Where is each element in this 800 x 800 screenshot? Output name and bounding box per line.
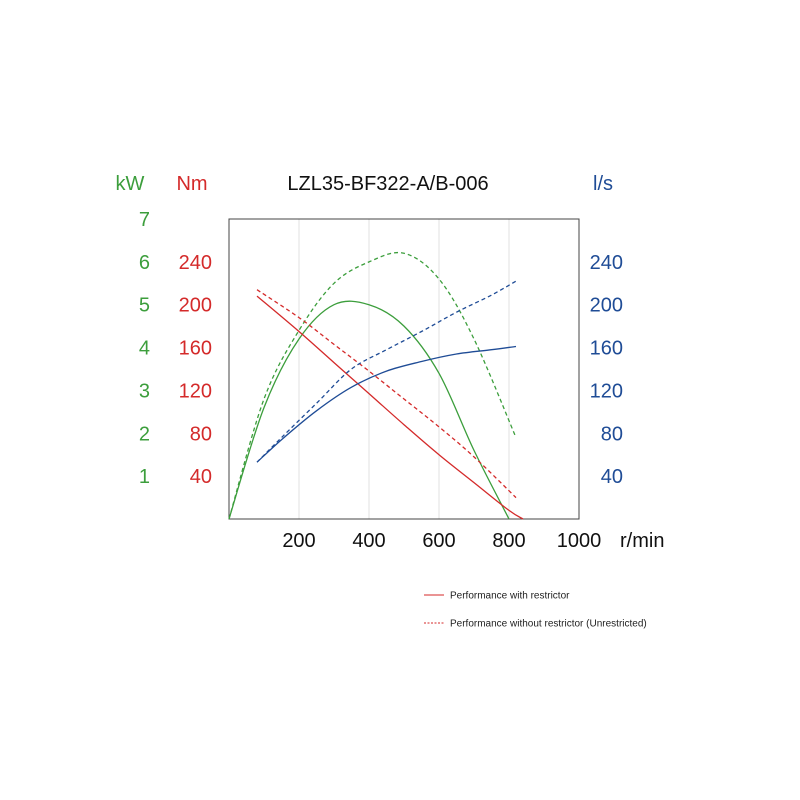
x-tick-label: 200 <box>282 530 315 552</box>
flow-tick-label: 120 <box>590 380 623 402</box>
torque-axis-unit: Nm <box>176 173 207 195</box>
x-tick-label: 600 <box>422 530 455 552</box>
x-axis-unit: r/min <box>620 530 664 552</box>
series-layer <box>228 251 524 520</box>
legend-label: Performance without restrictor (Unrestri… <box>450 619 647 630</box>
flow-solid-line <box>256 345 517 463</box>
power-tick-label: 7 <box>139 209 150 231</box>
power-tick-label: 3 <box>139 380 150 402</box>
grid-lines <box>298 219 510 519</box>
power-axis-unit: kW <box>116 173 145 195</box>
power-tick-label: 5 <box>139 295 150 317</box>
flow-tick-label: 80 <box>601 423 623 445</box>
torque-tick-label: 40 <box>190 466 212 488</box>
legend-label: Performance with restrictor <box>450 591 570 602</box>
power-tick-label: 6 <box>139 252 150 274</box>
torque-tick-label: 120 <box>179 380 212 402</box>
torque-tick-label: 80 <box>190 423 212 445</box>
flow-tick-label: 40 <box>601 466 623 488</box>
power-tick-label: 1 <box>139 466 150 488</box>
torque-tick-label: 160 <box>179 338 212 360</box>
torque-tick-label: 200 <box>179 295 212 317</box>
chart-title: LZL35-BF322-A/B-006 <box>287 173 488 195</box>
flow-tick-label: 240 <box>590 252 623 274</box>
torque-solid-line <box>256 295 524 520</box>
legend: Performance with restrictor Performance w… <box>424 591 647 630</box>
x-tick-label: 1000 <box>557 530 602 552</box>
x-tick-label: 400 <box>352 530 385 552</box>
power-tick-label: 2 <box>139 423 150 445</box>
torque-tick-label: 240 <box>179 252 212 274</box>
power-tick-label: 4 <box>139 338 150 360</box>
flow-dashed-line <box>256 280 517 463</box>
x-tick-label: 800 <box>492 530 525 552</box>
power-dashed-line <box>228 251 517 520</box>
torque-dashed-line <box>256 289 517 499</box>
power-solid-line <box>228 300 510 520</box>
flow-axis-unit: l/s <box>593 173 613 195</box>
flow-tick-label: 160 <box>590 338 623 360</box>
flow-tick-label: 200 <box>590 295 623 317</box>
tick-labels: 1 2 3 4 5 6 7 40 80 120 160 200 240 40 80 120 160 200 240 2… <box>139 209 623 552</box>
plot-frame <box>228 218 580 520</box>
